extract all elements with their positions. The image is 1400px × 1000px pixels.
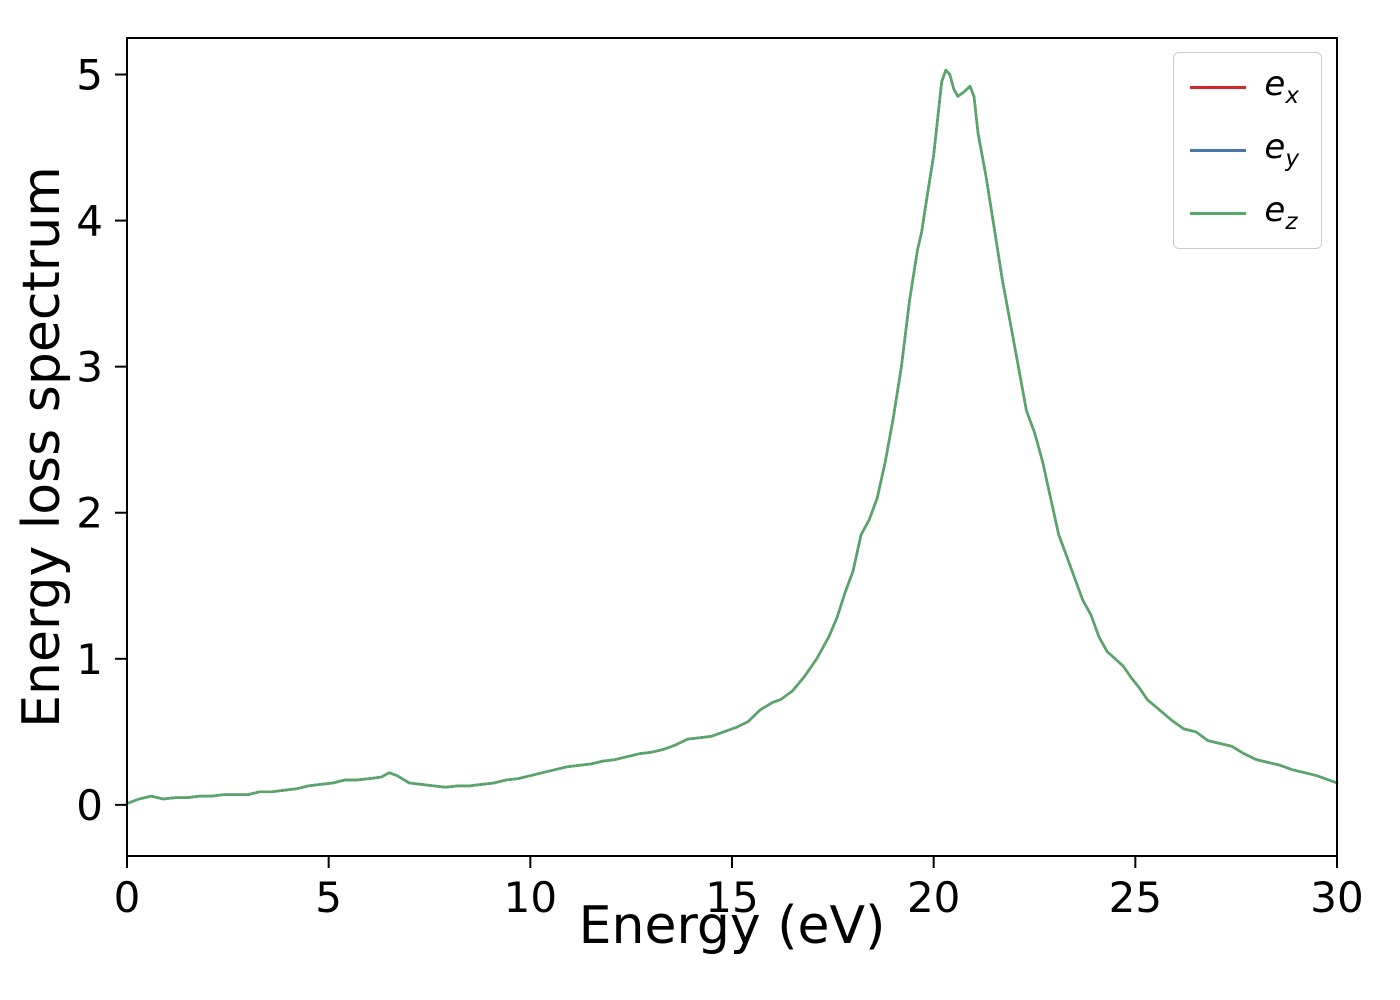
legend-label-ex: ex bbox=[1264, 64, 1299, 109]
legend-line-ez-icon bbox=[1190, 211, 1247, 215]
svg-text:1: 1 bbox=[76, 635, 103, 684]
svg-text:20: 20 bbox=[907, 873, 960, 922]
svg-text:2: 2 bbox=[76, 489, 103, 538]
svg-text:10: 10 bbox=[504, 873, 557, 922]
svg-text:0: 0 bbox=[114, 873, 141, 922]
legend-line-ey-icon bbox=[1190, 148, 1247, 152]
legend-label-ez: ez bbox=[1264, 189, 1298, 235]
legend-item-ey: ey bbox=[1190, 130, 1299, 171]
legend: ex ey ez bbox=[1173, 52, 1322, 249]
svg-text:25: 25 bbox=[1109, 873, 1162, 922]
x-axis-label: Energy (eV) bbox=[578, 896, 886, 956]
svg-text:15: 15 bbox=[705, 873, 758, 922]
legend-line-ex-icon bbox=[1190, 85, 1247, 89]
svg-text:4: 4 bbox=[76, 197, 103, 246]
svg-text:5: 5 bbox=[76, 51, 103, 100]
legend-label-ey: ey bbox=[1264, 126, 1299, 172]
svg-text:5: 5 bbox=[315, 873, 342, 922]
legend-item-ex: ex bbox=[1190, 67, 1299, 108]
y-axis-label: Energy loss spectrum bbox=[12, 166, 72, 728]
svg-text:3: 3 bbox=[76, 343, 103, 392]
svg-text:0: 0 bbox=[76, 781, 103, 830]
svg-text:30: 30 bbox=[1310, 873, 1363, 922]
legend-item-ez: ez bbox=[1190, 193, 1299, 234]
